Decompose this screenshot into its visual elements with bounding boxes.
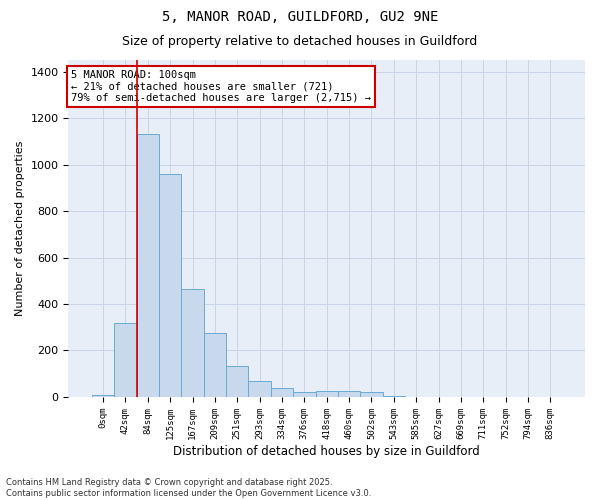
Text: Size of property relative to detached houses in Guildford: Size of property relative to detached ho… bbox=[122, 35, 478, 48]
Bar bbox=[338, 391, 360, 397]
Bar bbox=[248, 381, 271, 397]
Text: 5 MANOR ROAD: 100sqm
← 21% of detached houses are smaller (721)
79% of semi-deta: 5 MANOR ROAD: 100sqm ← 21% of detached h… bbox=[71, 70, 371, 103]
Y-axis label: Number of detached properties: Number of detached properties bbox=[15, 141, 25, 316]
Text: 5, MANOR ROAD, GUILDFORD, GU2 9NE: 5, MANOR ROAD, GUILDFORD, GU2 9NE bbox=[162, 10, 438, 24]
Bar bbox=[92, 394, 114, 397]
Text: Contains HM Land Registry data © Crown copyright and database right 2025.
Contai: Contains HM Land Registry data © Crown c… bbox=[6, 478, 371, 498]
Bar bbox=[383, 396, 405, 397]
Bar bbox=[226, 366, 248, 397]
Bar bbox=[114, 322, 137, 397]
Bar bbox=[181, 289, 204, 397]
Bar bbox=[360, 392, 383, 397]
Bar bbox=[204, 333, 226, 397]
Bar bbox=[137, 134, 159, 397]
Bar bbox=[271, 388, 293, 397]
X-axis label: Distribution of detached houses by size in Guildford: Distribution of detached houses by size … bbox=[173, 444, 480, 458]
Bar bbox=[316, 391, 338, 397]
Bar bbox=[293, 392, 316, 397]
Bar bbox=[159, 174, 181, 397]
